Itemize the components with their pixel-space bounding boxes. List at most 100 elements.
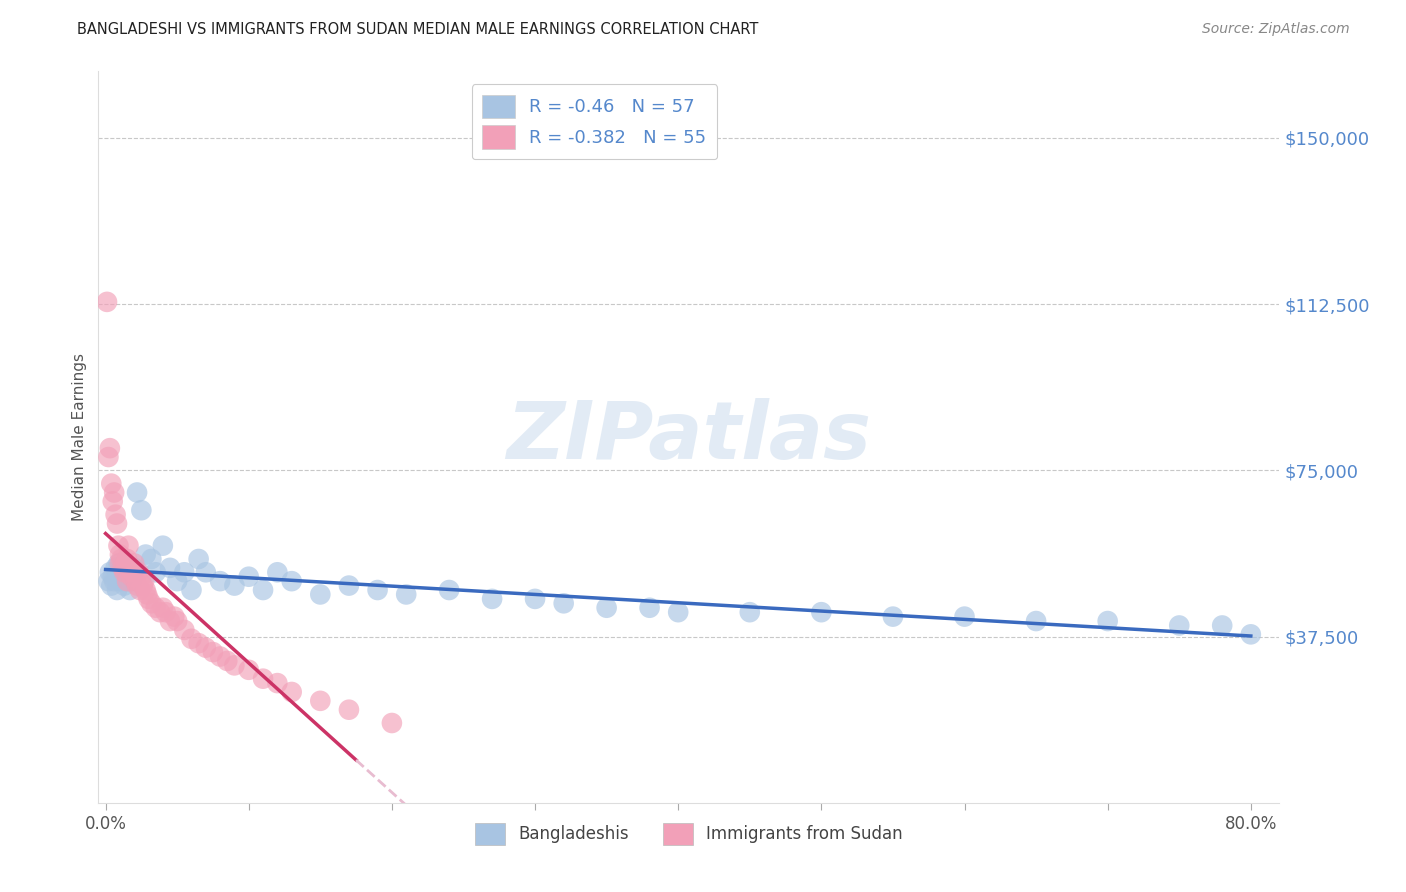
Point xyxy=(115,552,138,566)
Point xyxy=(266,566,288,580)
Point xyxy=(224,658,246,673)
Point xyxy=(280,685,302,699)
Point xyxy=(337,578,360,592)
Point xyxy=(953,609,976,624)
Point xyxy=(595,600,617,615)
Point xyxy=(100,476,122,491)
Point xyxy=(209,649,232,664)
Point xyxy=(180,632,202,646)
Point xyxy=(103,485,125,500)
Point xyxy=(105,582,128,597)
Point xyxy=(141,596,163,610)
Point xyxy=(810,605,832,619)
Point xyxy=(134,574,156,589)
Point xyxy=(118,561,141,575)
Point xyxy=(638,600,661,615)
Point xyxy=(121,566,143,580)
Point xyxy=(194,640,217,655)
Text: BANGLADESHI VS IMMIGRANTS FROM SUDAN MEDIAN MALE EARNINGS CORRELATION CHART: BANGLADESHI VS IMMIGRANTS FROM SUDAN MED… xyxy=(77,22,759,37)
Point xyxy=(108,548,131,562)
Point xyxy=(107,557,129,571)
Point xyxy=(141,552,163,566)
Point xyxy=(125,578,148,592)
Point xyxy=(173,623,195,637)
Point xyxy=(132,578,155,592)
Legend: Bangladeshis, Immigrants from Sudan: Bangladeshis, Immigrants from Sudan xyxy=(467,815,911,853)
Point xyxy=(1240,627,1263,641)
Point xyxy=(367,582,389,597)
Point xyxy=(105,516,128,531)
Point xyxy=(114,557,136,571)
Point xyxy=(131,570,153,584)
Point xyxy=(114,561,136,575)
Point xyxy=(138,591,160,606)
Point xyxy=(238,663,260,677)
Point xyxy=(128,566,150,580)
Point xyxy=(1025,614,1047,628)
Point xyxy=(108,557,131,571)
Point xyxy=(155,605,177,619)
Point xyxy=(266,676,288,690)
Point xyxy=(107,539,129,553)
Point xyxy=(1211,618,1233,632)
Point xyxy=(110,574,132,589)
Point xyxy=(159,561,181,575)
Point xyxy=(117,566,139,580)
Point xyxy=(103,574,125,589)
Point xyxy=(112,566,135,580)
Point xyxy=(115,574,138,589)
Point xyxy=(135,582,157,597)
Point xyxy=(163,609,186,624)
Point xyxy=(135,548,157,562)
Point xyxy=(280,574,302,589)
Point xyxy=(209,574,232,589)
Point xyxy=(1097,614,1119,628)
Point xyxy=(98,441,121,455)
Point xyxy=(120,574,142,589)
Point xyxy=(104,508,127,522)
Point xyxy=(152,539,174,553)
Point xyxy=(121,570,143,584)
Point xyxy=(145,566,167,580)
Point xyxy=(166,574,188,589)
Point xyxy=(395,587,418,601)
Point xyxy=(159,614,181,628)
Point xyxy=(437,582,460,597)
Point xyxy=(98,566,121,580)
Point xyxy=(173,566,195,580)
Point xyxy=(381,716,404,731)
Point xyxy=(124,574,146,589)
Point xyxy=(122,561,145,575)
Point xyxy=(110,552,132,566)
Point xyxy=(122,557,145,571)
Text: Source: ZipAtlas.com: Source: ZipAtlas.com xyxy=(1202,22,1350,37)
Point xyxy=(101,494,124,508)
Point xyxy=(115,574,138,589)
Point xyxy=(252,582,274,597)
Point xyxy=(112,578,135,592)
Point xyxy=(1168,618,1191,632)
Point xyxy=(104,561,127,575)
Point xyxy=(187,636,209,650)
Point xyxy=(118,582,141,597)
Point xyxy=(97,450,120,464)
Point xyxy=(882,609,904,624)
Point xyxy=(217,654,239,668)
Point xyxy=(108,566,131,580)
Point xyxy=(252,672,274,686)
Point xyxy=(309,587,332,601)
Point xyxy=(666,605,689,619)
Point xyxy=(166,614,188,628)
Point xyxy=(553,596,575,610)
Point xyxy=(101,570,124,584)
Point xyxy=(125,485,148,500)
Point xyxy=(238,570,260,584)
Point xyxy=(145,600,167,615)
Point xyxy=(96,294,118,309)
Point xyxy=(117,539,139,553)
Point xyxy=(136,587,159,601)
Point xyxy=(194,566,217,580)
Point xyxy=(131,503,153,517)
Text: ZIPatlas: ZIPatlas xyxy=(506,398,872,476)
Point xyxy=(120,570,142,584)
